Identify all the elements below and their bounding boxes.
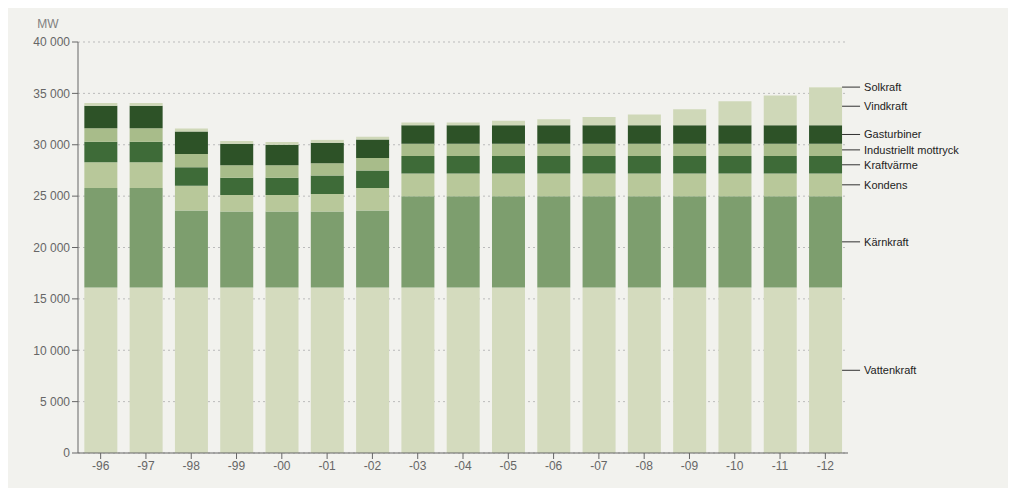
svg-text:-08: -08 <box>636 459 654 473</box>
svg-text:MW: MW <box>37 17 59 31</box>
svg-text:-00: -00 <box>273 459 291 473</box>
svg-text:15 000: 15 000 <box>33 292 70 306</box>
svg-text:-02: -02 <box>364 459 382 473</box>
svg-text:-04: -04 <box>454 459 472 473</box>
svg-text:-97: -97 <box>137 459 155 473</box>
svg-text:-10: -10 <box>726 459 744 473</box>
svg-text:-09: -09 <box>681 459 699 473</box>
svg-text:-99: -99 <box>228 459 246 473</box>
svg-text:35 000: 35 000 <box>33 87 70 101</box>
svg-text:-01: -01 <box>318 459 336 473</box>
svg-text:Gasturbiner: Gasturbiner <box>864 128 922 140</box>
svg-text:25 000: 25 000 <box>33 189 70 203</box>
svg-text:Kärnkraft: Kärnkraft <box>864 236 909 248</box>
svg-text:40 000: 40 000 <box>33 35 70 49</box>
svg-text:-98: -98 <box>183 459 201 473</box>
svg-text:-11: -11 <box>772 459 789 473</box>
svg-text:30 000: 30 000 <box>33 138 70 152</box>
svg-text:-03: -03 <box>409 459 427 473</box>
svg-text:Solkraft: Solkraft <box>864 81 901 93</box>
svg-text:Kondens: Kondens <box>864 179 908 191</box>
svg-text:-05: -05 <box>500 459 518 473</box>
svg-text:Vindkraft: Vindkraft <box>864 100 907 112</box>
svg-text:20 000: 20 000 <box>33 241 70 255</box>
svg-text:Vattenkraft: Vattenkraft <box>864 364 916 376</box>
svg-text:10 000: 10 000 <box>33 344 70 358</box>
svg-text:5 000: 5 000 <box>40 395 70 409</box>
svg-text:Industriellt mottryck: Industriellt mottryck <box>864 144 959 156</box>
svg-text:-06: -06 <box>545 459 563 473</box>
svg-text:-96: -96 <box>92 459 110 473</box>
svg-text:0: 0 <box>63 446 70 460</box>
svg-text:-07: -07 <box>590 459 608 473</box>
svg-text:-12: -12 <box>817 459 835 473</box>
svg-text:Kraftvärme: Kraftvärme <box>864 159 918 171</box>
